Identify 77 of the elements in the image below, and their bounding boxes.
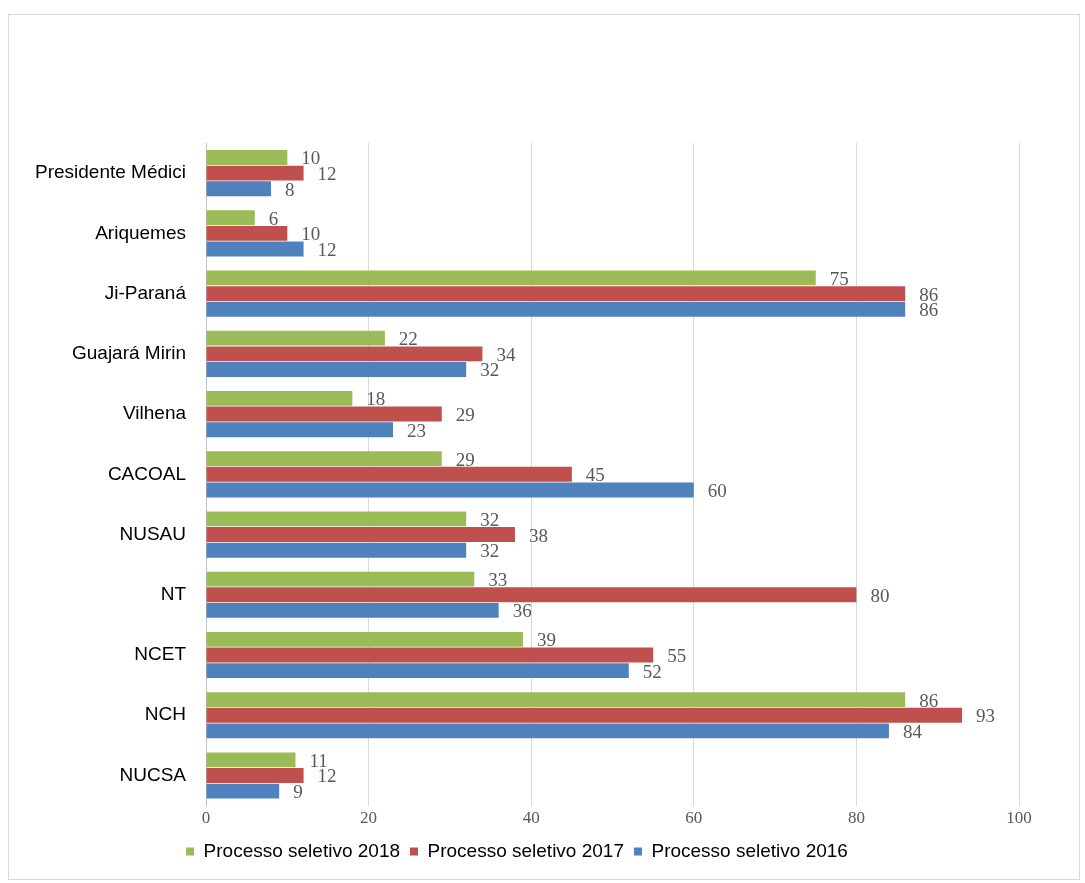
bar [206,692,906,708]
data-label: 52 [642,660,662,682]
data-label: 23 [407,419,426,441]
y-tick-label: Vilhena [122,402,187,424]
y-tick-label: CACOAL [107,462,187,484]
legend-label: Processo seletivo 2017 [427,839,624,861]
bar [206,165,304,181]
data-label: 8 [285,178,295,200]
bar [206,451,442,467]
legend-label: Processo seletivo 2018 [203,839,401,861]
data-label: 60 [707,479,727,501]
data-label: 9 [293,781,303,803]
bar [206,150,288,165]
bar [206,362,467,377]
bar [206,542,467,558]
bar [206,301,906,317]
bar [206,587,857,603]
y-tick-label: NCH [144,703,187,725]
data-label: 75 [829,267,849,289]
bar [206,768,304,783]
bar [206,631,524,647]
data-label: 32 [480,508,500,530]
y-tick-label: Ariquemes [95,221,187,243]
bar [206,603,499,618]
data-label: 84 [902,720,923,742]
x-tick-label: 0 [201,808,211,828]
bar [206,330,385,346]
data-label: 18 [366,388,386,410]
bar [206,511,467,527]
data-label: 33 [488,569,508,591]
bar [206,225,288,241]
data-label: 80 [870,584,890,606]
bar [206,241,304,257]
bar [206,422,393,438]
data-label: 22 [398,328,418,350]
y-tick-label: NUCSA [119,763,187,785]
legend-label: Processo seletivo 2016 [651,839,848,861]
data-label: 38 [528,524,548,546]
x-tick-label: 80 [847,808,865,828]
data-label: 29 [455,404,475,426]
x-tick-label: 60 [685,808,703,828]
bar [206,707,963,723]
bar [206,210,255,226]
data-label: 6 [268,207,279,229]
x-tick-label: 40 [522,808,540,828]
y-tick-label: NUSAU [119,522,187,544]
x-tick-label: 100 [1006,808,1032,828]
data-label: 93 [976,705,996,727]
bar [206,390,353,406]
data-label: 39 [537,629,557,651]
bar [206,406,442,422]
data-label: 55 [667,644,687,666]
y-tick-label: Ji-Paraná [104,281,187,303]
bar [206,482,694,498]
bar [206,723,889,739]
y-tick-label: Guajará Mirin [71,342,187,364]
data-label: 29 [455,448,475,470]
data-label: 32 [480,540,500,562]
data-label: 86 [919,689,939,711]
bar [206,181,272,197]
y-tick-label: NT [160,583,187,605]
x-tick-label: 20 [360,808,378,828]
y-tick-label: Presidente Médici [34,161,187,183]
bar [206,466,572,482]
bar [206,346,483,362]
bar [206,663,629,679]
data-label: 34 [496,343,516,365]
bar [206,270,816,286]
bar [206,647,654,663]
bar [206,783,280,799]
bar [206,571,475,587]
y-tick-label: NCET [134,643,187,665]
bar [206,752,296,768]
data-label: 45 [585,464,605,486]
bar [206,286,906,302]
data-label: 36 [512,600,532,622]
bar [206,527,515,542]
